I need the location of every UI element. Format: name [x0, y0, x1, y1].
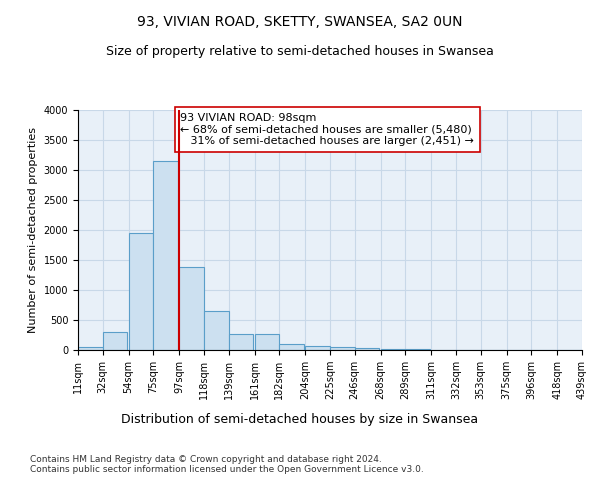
Bar — [78, 347, 103, 350]
Bar — [229, 334, 253, 350]
Bar — [330, 346, 355, 350]
Text: 93, VIVIAN ROAD, SKETTY, SWANSEA, SA2 0UN: 93, VIVIAN ROAD, SKETTY, SWANSEA, SA2 0U… — [137, 15, 463, 29]
Bar — [204, 311, 229, 350]
Bar — [154, 161, 178, 350]
Bar — [380, 348, 406, 350]
Bar — [254, 334, 280, 350]
Bar — [103, 332, 127, 350]
Y-axis label: Number of semi-detached properties: Number of semi-detached properties — [28, 127, 38, 333]
Text: Distribution of semi-detached houses by size in Swansea: Distribution of semi-detached houses by … — [121, 412, 479, 426]
Text: Size of property relative to semi-detached houses in Swansea: Size of property relative to semi-detach… — [106, 45, 494, 58]
Bar — [305, 346, 330, 350]
Bar — [355, 348, 379, 350]
Bar — [128, 233, 154, 350]
Bar — [179, 267, 204, 350]
Bar — [280, 344, 304, 350]
Text: Contains HM Land Registry data © Crown copyright and database right 2024.
Contai: Contains HM Land Registry data © Crown c… — [30, 455, 424, 474]
Text: 93 VIVIAN ROAD: 98sqm
← 68% of semi-detached houses are smaller (5,480)
   31% o: 93 VIVIAN ROAD: 98sqm ← 68% of semi-deta… — [181, 113, 475, 146]
